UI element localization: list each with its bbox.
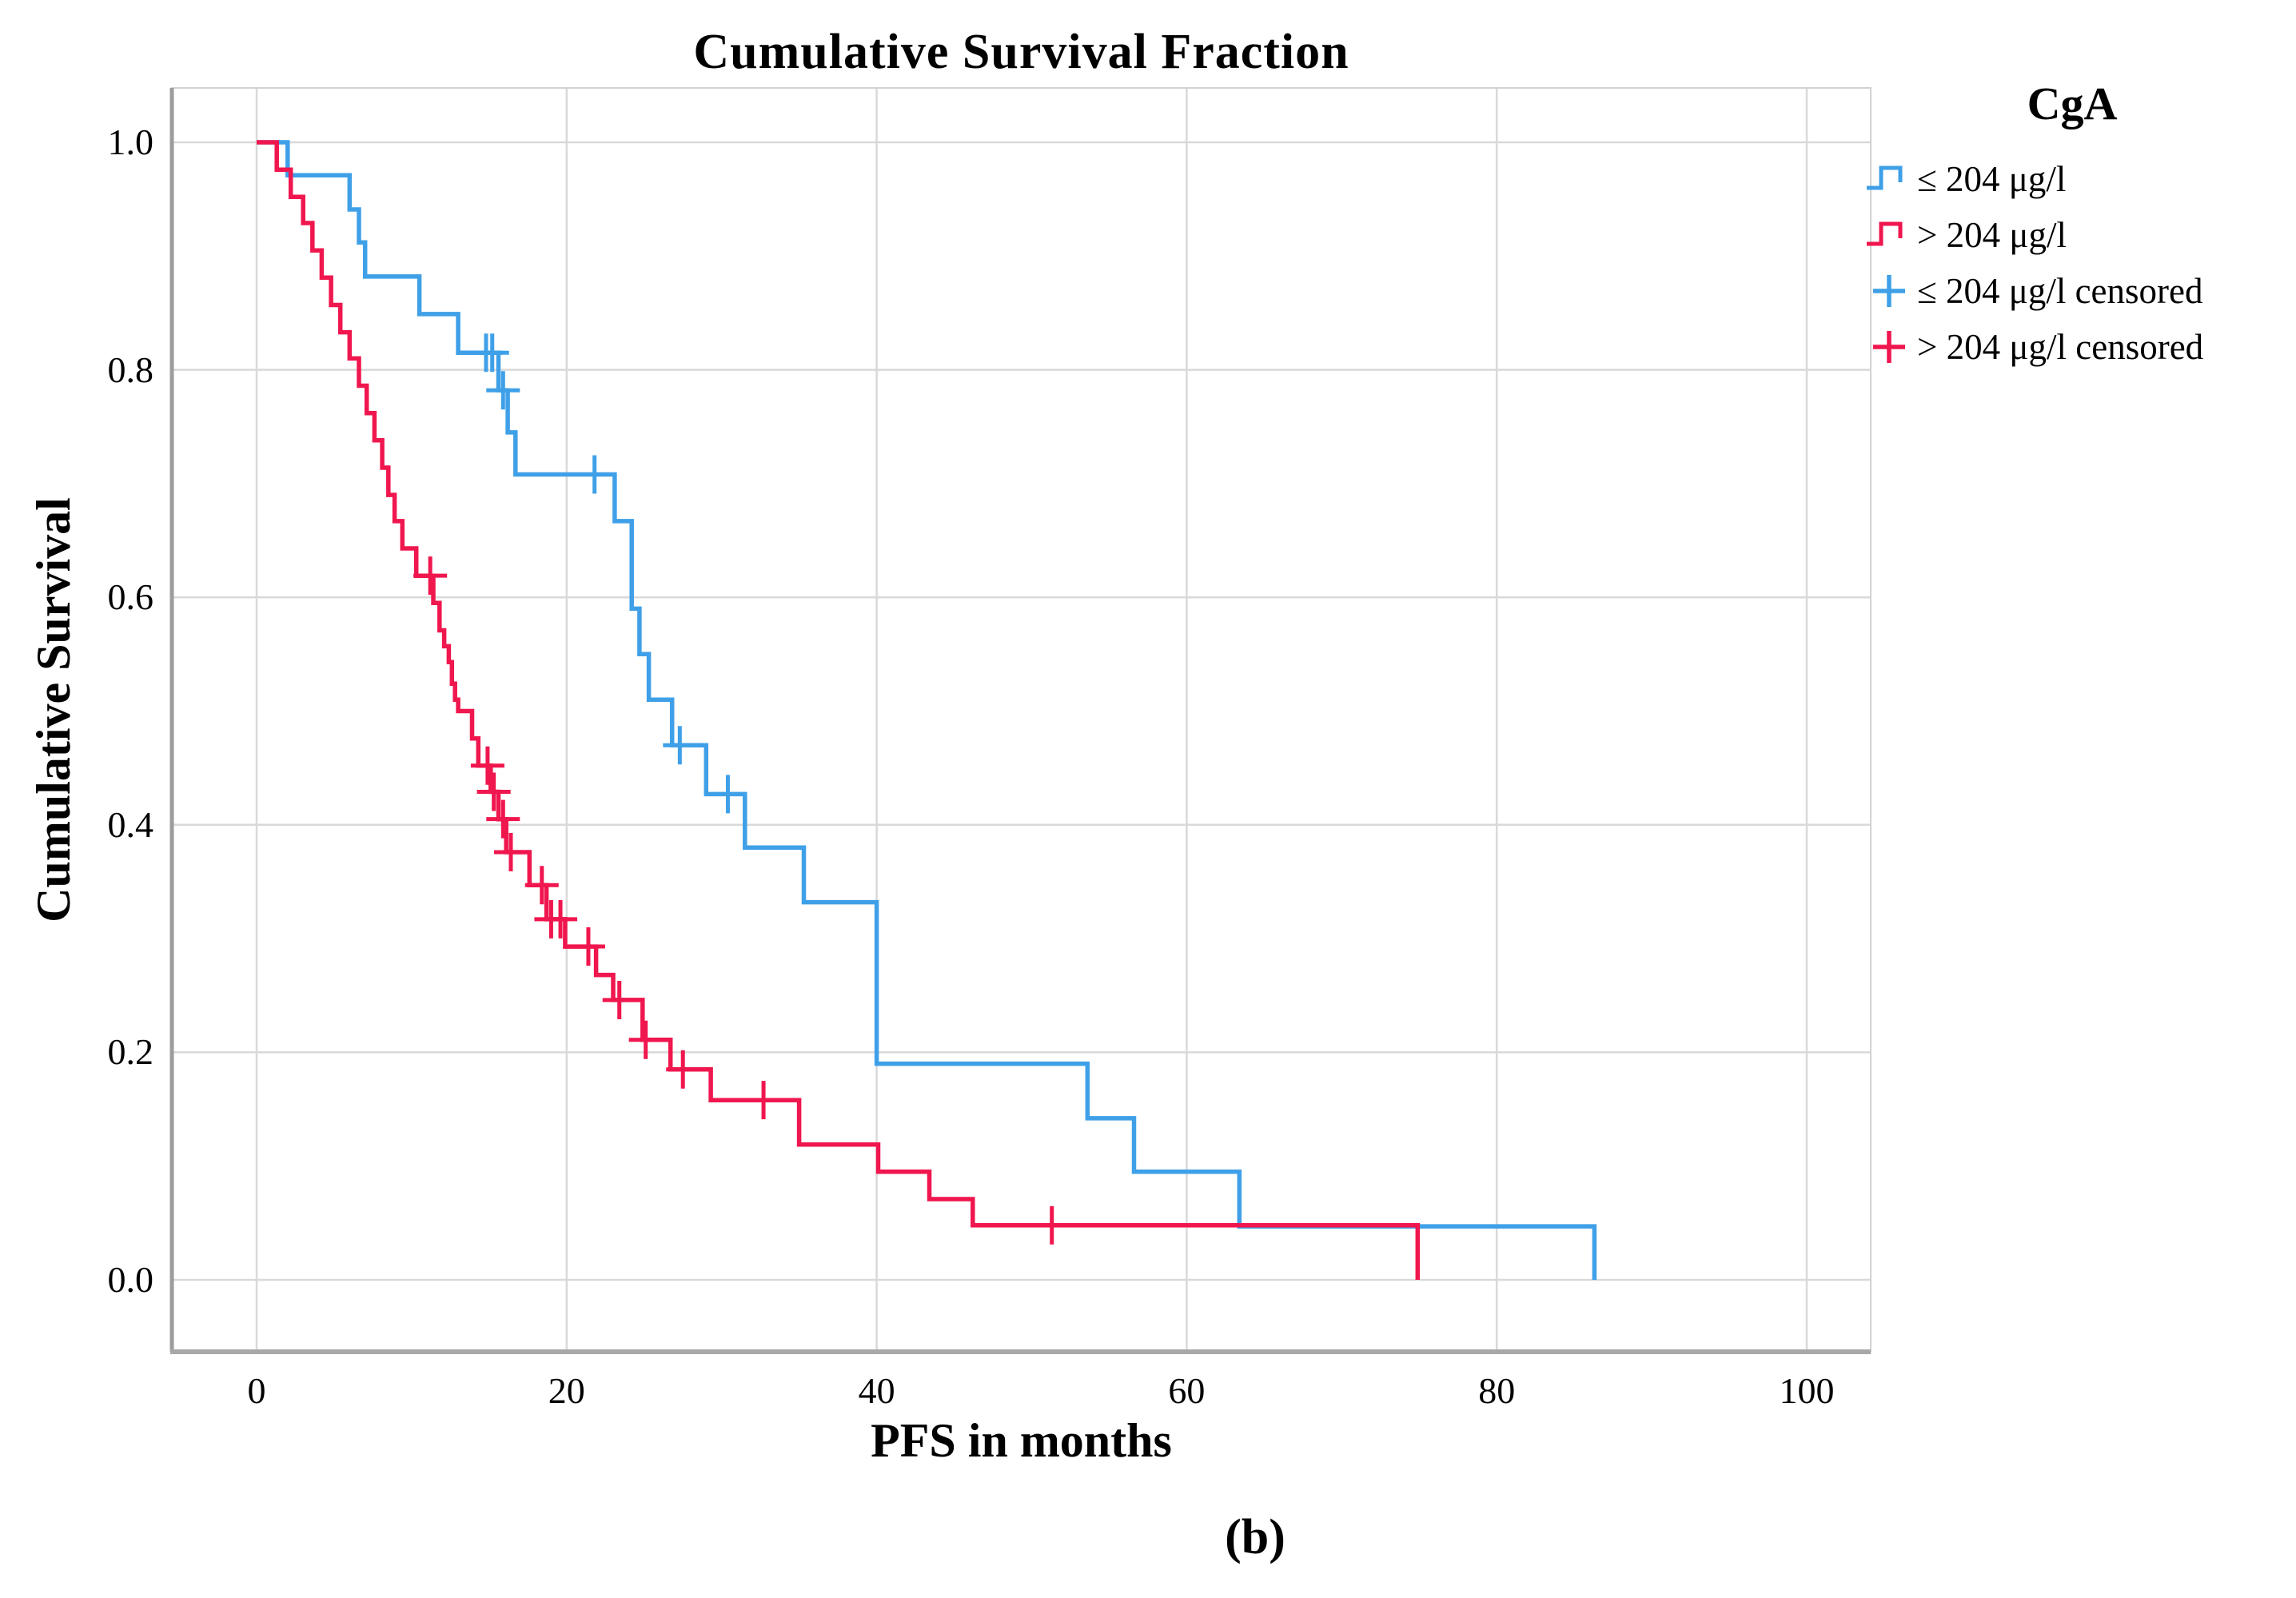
censor-mark	[663, 726, 697, 765]
y-tick-label: 0.6	[107, 576, 154, 618]
legend-item: > 204 μg/l censored	[1864, 319, 2296, 375]
x-tick-label: 80	[1478, 1370, 1516, 1411]
legend-items: ≤ 204 μg/l > 204 μg/l ≤ 204 μg/l censored >…	[1864, 151, 2296, 375]
censor-mark	[475, 333, 509, 373]
legend-item-label: ≤ 204 μg/l	[1917, 159, 2067, 199]
km-curve-le204	[257, 140, 1597, 1280]
y-tick-label: 1.0	[107, 122, 154, 162]
plot-frame	[171, 87, 1871, 1353]
censor-mark	[602, 980, 636, 1019]
x-tick-label: 100	[1779, 1370, 1835, 1411]
censor-mark	[493, 832, 528, 871]
censor-mark	[711, 775, 745, 814]
figure-caption: (b)	[1225, 1510, 1286, 1564]
x-tick-label: 0	[247, 1370, 266, 1411]
censor-mark	[747, 1081, 781, 1120]
legend-censor-plus-icon	[1873, 275, 1905, 307]
censor-mark	[544, 899, 578, 938]
censor-mark	[470, 746, 504, 785]
censor-mark	[577, 455, 612, 494]
legend-item-label: ≤ 204 μg/l censored	[1917, 271, 2203, 311]
legend-title: CgA	[2027, 78, 2118, 130]
legend-censor-plus-icon	[1873, 331, 1905, 363]
censor-mark	[413, 556, 448, 596]
y-tick-label: 0.2	[107, 1031, 154, 1073]
y-tick-label: 0.0	[107, 1259, 154, 1300]
censor-mark	[628, 1020, 663, 1059]
y-axis-title: Cumulative Survival	[27, 497, 80, 923]
legend-step-icon	[1867, 221, 1903, 246]
legend-item: > 204 μg/l	[1864, 207, 2296, 263]
chart-title: Cumulative Survival Fraction	[693, 25, 1349, 79]
legend-item-label: > 204 μg/l	[1917, 215, 2067, 255]
censor-mark	[524, 866, 559, 905]
y-tick-label: 0.8	[107, 349, 154, 390]
x-tick-label: 40	[858, 1370, 895, 1411]
censor-mark	[486, 799, 520, 839]
censor-mark	[486, 371, 520, 410]
legend-item: ≤ 204 μg/l censored	[1864, 263, 2296, 319]
censor-mark	[1034, 1205, 1069, 1245]
y-tick-label: 0.4	[107, 803, 154, 845]
legend-step-icon	[1867, 165, 1903, 190]
legend-item-label: > 204 μg/l censored	[1917, 327, 2204, 367]
x-tick-label: 20	[548, 1370, 585, 1411]
censor-mark	[571, 927, 605, 966]
legend: CgA ≤ 204 μg/l > 204 μg/l ≤ 204 μg/l censo…	[1864, 77, 2296, 375]
x-tick-label: 60	[1168, 1370, 1206, 1411]
x-axis-title: PFS in months	[871, 1414, 1172, 1467]
legend-item: ≤ 204 μg/l	[1864, 151, 2296, 207]
censor-mark	[476, 772, 511, 811]
censor-mark	[666, 1050, 700, 1089]
